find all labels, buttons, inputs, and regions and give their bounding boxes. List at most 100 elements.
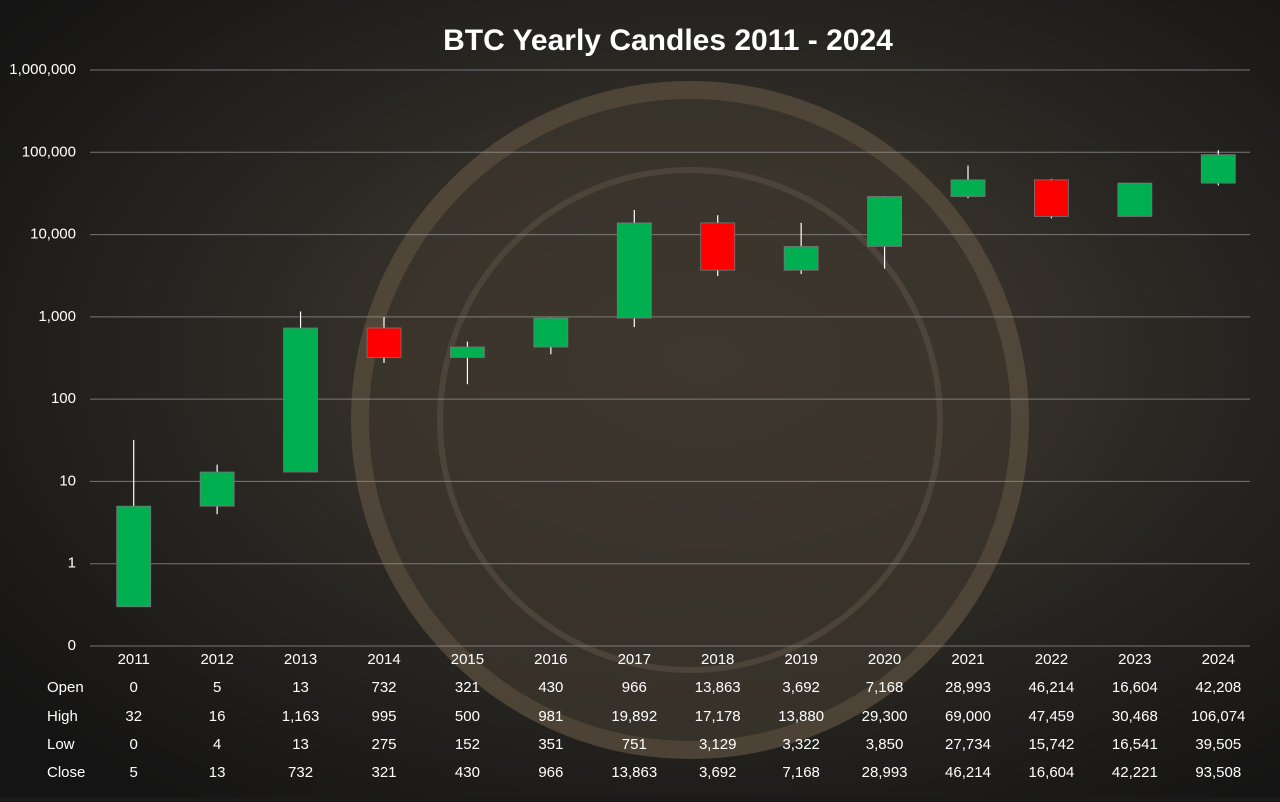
x-tick-label: 2016 [534, 651, 567, 668]
y-tick-label: 10 [59, 472, 76, 489]
table-cell: 13 [292, 679, 309, 696]
table-cell: 28,993 [862, 764, 908, 781]
table-cell: 3,692 [699, 764, 737, 781]
table-cell: 69,000 [945, 708, 991, 725]
x-tick-label: 2021 [951, 651, 984, 668]
candle-body [1117, 182, 1153, 217]
table-cell: 966 [622, 679, 647, 696]
table-cell: 152 [455, 736, 480, 753]
table-cell: 981 [538, 708, 563, 725]
y-tick-label: 100,000 [22, 143, 76, 160]
table-cell: 27,734 [945, 736, 991, 753]
coin-decoration [351, 81, 1029, 759]
x-tick-label: 2012 [200, 651, 233, 668]
table-cell: 42,221 [1112, 764, 1158, 781]
y-tick-label: 1 [68, 555, 76, 572]
table-cell: 32 [125, 708, 142, 725]
coin-ring [437, 167, 943, 673]
candle-body [783, 246, 819, 271]
candle-body [1200, 154, 1236, 184]
table-cell: 7,168 [866, 679, 904, 696]
table-cell: 16 [209, 708, 226, 725]
y-tick-label: 1,000,000 [9, 61, 76, 78]
table-cell: 13,863 [611, 764, 657, 781]
y-tick-label: 1,000 [38, 308, 76, 325]
table-cell: 30,468 [1112, 708, 1158, 725]
x-tick-label: 2019 [784, 651, 817, 668]
candle-body [700, 222, 736, 271]
table-cell: 500 [455, 708, 480, 725]
table-cell: 42,208 [1195, 679, 1241, 696]
candle-body [283, 327, 318, 473]
table-cell: 751 [622, 736, 647, 753]
candle-body [533, 317, 569, 348]
table-cell: 0 [130, 679, 138, 696]
table-cell: 995 [371, 708, 396, 725]
table-cell: 5 [213, 679, 221, 696]
table-cell: 29,300 [862, 708, 908, 725]
table-cell: 3,692 [782, 679, 820, 696]
table-cell: 3,850 [866, 736, 904, 753]
table-cell: 4 [213, 736, 221, 753]
table-cell: 0 [130, 736, 138, 753]
table-cell: 321 [371, 764, 396, 781]
x-tick-label: 2020 [868, 651, 901, 668]
table-cell: 19,892 [611, 708, 657, 725]
x-tick-label: 2023 [1118, 651, 1151, 668]
table-cell: 5 [130, 764, 138, 781]
table-cell: 13 [292, 736, 309, 753]
x-tick-label: 2018 [701, 651, 734, 668]
table-row-label: High [47, 708, 78, 725]
table-cell: 16,604 [1112, 679, 1158, 696]
table-cell: 13,863 [695, 679, 741, 696]
table-cell: 732 [288, 764, 313, 781]
table-cell: 16,604 [1028, 764, 1074, 781]
table-cell: 46,214 [945, 764, 991, 781]
candle-body [1034, 179, 1069, 217]
x-tick-label: 2024 [1202, 651, 1235, 668]
table-row-label: Open [47, 679, 84, 696]
table-cell: 13,880 [778, 708, 824, 725]
table-cell: 93,508 [1195, 764, 1241, 781]
table-cell: 1,163 [282, 708, 320, 725]
x-tick-label: 2011 [118, 651, 150, 668]
x-tick-label: 2015 [451, 651, 484, 668]
table-cell: 17,178 [695, 708, 741, 725]
candle-body [867, 196, 902, 247]
y-tick-label: 100 [51, 390, 76, 407]
table-cell: 3,322 [782, 736, 820, 753]
table-cell: 966 [538, 764, 563, 781]
candle-body [450, 346, 485, 358]
table-cell: 351 [538, 736, 563, 753]
table-cell: 16,541 [1112, 736, 1158, 753]
table-cell: 430 [538, 679, 563, 696]
x-tick-label: 2013 [284, 651, 317, 668]
table-cell: 430 [455, 764, 480, 781]
y-tick-label: 0 [68, 637, 76, 654]
candle-body [366, 327, 402, 358]
table-cell: 47,459 [1028, 708, 1074, 725]
table-cell: 321 [455, 679, 480, 696]
table-row-label: Close [47, 764, 85, 781]
table-cell: 15,742 [1028, 736, 1074, 753]
table-cell: 275 [371, 736, 396, 753]
table-cell: 46,214 [1028, 679, 1074, 696]
x-tick-label: 2014 [367, 651, 400, 668]
table-cell: 106,074 [1191, 708, 1245, 725]
x-tick-label: 2017 [618, 651, 651, 668]
table-cell: 3,129 [699, 736, 737, 753]
candle-body [950, 179, 986, 197]
chart-title: BTC Yearly Candles 2011 - 2024 [443, 24, 893, 57]
candle-body [116, 505, 152, 608]
x-tick-label: 2022 [1035, 651, 1068, 668]
y-tick-label: 10,000 [30, 226, 76, 243]
table-cell: 7,168 [782, 764, 820, 781]
table-cell: 28,993 [945, 679, 991, 696]
table-cell: 732 [371, 679, 396, 696]
candle-body [199, 471, 235, 507]
table-cell: 39,505 [1195, 736, 1241, 753]
candle-body [616, 222, 652, 319]
table-cell: 13 [209, 764, 226, 781]
table-row-label: Low [47, 736, 75, 753]
